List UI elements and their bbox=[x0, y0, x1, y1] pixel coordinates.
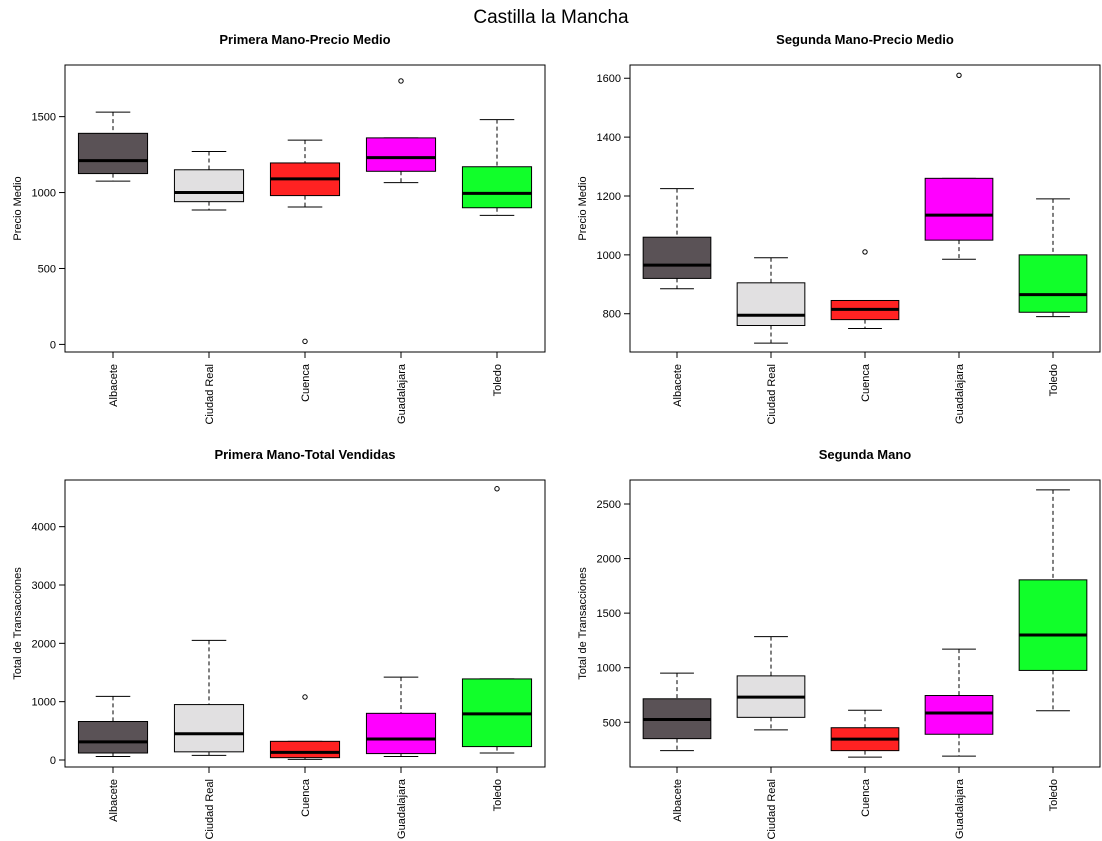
panel-2-cuenca-outlier bbox=[862, 249, 868, 255]
panel-2-ylabel: Precio Medio bbox=[577, 176, 589, 240]
panel-1-ytick-label: 500 bbox=[38, 263, 56, 275]
panel-3-cuenca-box bbox=[269, 740, 341, 759]
panel-2-ciudad-real-box bbox=[736, 282, 806, 327]
panel-1-ytick-label: 0 bbox=[50, 339, 56, 351]
panel-3-toledo-outlier bbox=[494, 486, 500, 492]
panel-3-albacete-box bbox=[77, 721, 149, 754]
panel-1-ciudad-real-xtick-label: Ciudad Real bbox=[204, 364, 216, 425]
panel-4-toledo-box bbox=[1018, 579, 1088, 671]
panel-1-ytick-label: 1000 bbox=[32, 188, 56, 200]
panel-2-cuenca-xtick-label: Cuenca bbox=[860, 363, 872, 402]
panel-2-ytick-label: 800 bbox=[603, 309, 621, 321]
panel-3-ciudad-real-box bbox=[173, 704, 245, 753]
panel-3-ciudad-real-xtick-label: Ciudad Real bbox=[204, 779, 216, 840]
panel-2-guadalajara-xtick-label: Guadalajara bbox=[954, 363, 966, 424]
panel-4-ytick-label: 1500 bbox=[597, 608, 621, 620]
main-title: Castilla la Mancha bbox=[473, 7, 629, 28]
panel-3-cuenca-xtick-label: Cuenca bbox=[300, 778, 312, 817]
panel-4-ytick-label: 2000 bbox=[597, 554, 621, 566]
panel-1-cuenca-xtick-label: Cuenca bbox=[300, 363, 312, 402]
panel-2-albacete-xtick-label: Albacete bbox=[672, 364, 684, 407]
panel-4-toledo-xtick-label: Toledo bbox=[1048, 779, 1060, 811]
panel-1-ciudad-real-box bbox=[173, 169, 245, 203]
panel-2-ytick-label: 1000 bbox=[597, 250, 621, 262]
panel-2-guadalajara-outlier bbox=[956, 72, 962, 79]
panel-3-cuenca-outlier bbox=[302, 694, 308, 700]
panel-1-guadalajara-box bbox=[365, 137, 437, 172]
panel-3-ytick-label: 0 bbox=[50, 755, 56, 767]
panel-4-ytick-label: 2500 bbox=[597, 499, 621, 511]
panel-4-title: Segunda Mano bbox=[819, 447, 912, 462]
panel-1-ylabel: Precio Medio bbox=[12, 176, 24, 240]
panel-1-guadalajara-xtick-label: Guadalajara bbox=[396, 363, 408, 424]
panel-4-ytick-label: 500 bbox=[603, 717, 621, 729]
panel-1-cuenca-outlier bbox=[302, 338, 308, 345]
panel-3-guadalajara-box bbox=[365, 712, 437, 755]
panel-1-albacete-xtick-label: Albacete bbox=[108, 364, 120, 407]
panel-4-cuenca-xtick-label: Cuenca bbox=[860, 778, 872, 817]
panel-3-toledo-xtick-label: Toledo bbox=[492, 779, 504, 811]
panel-1-title: Primera Mano-Precio Medio bbox=[219, 32, 390, 47]
panel-4-albacete-xtick-label: Albacete bbox=[672, 779, 684, 822]
panel-3-ytick-label: 1000 bbox=[32, 697, 56, 709]
panel-4-guadalajara-box bbox=[924, 695, 994, 735]
panel-1-albacete-box bbox=[77, 132, 149, 175]
panel-3-ylabel: Total de Transacciones bbox=[12, 567, 24, 680]
panel-3-title: Primera Mano-Total Vendidas bbox=[214, 447, 395, 462]
panel-3-albacete-xtick-label: Albacete bbox=[108, 779, 120, 822]
panel-1-ytick-label: 1500 bbox=[32, 112, 56, 124]
panel-3-ytick-label: 3000 bbox=[32, 580, 56, 592]
panel-2-toledo-xtick-label: Toledo bbox=[1048, 364, 1060, 396]
panel-2-ytick-label: 1200 bbox=[597, 191, 621, 203]
panel-4-ylabel: Total de Transacciones bbox=[577, 567, 589, 680]
panel-3-guadalajara-xtick-label: Guadalajara bbox=[396, 778, 408, 839]
panel-4-guadalajara-xtick-label: Guadalajara bbox=[954, 778, 966, 839]
panel-2-guadalajara-box bbox=[924, 177, 994, 241]
panel-2-ciudad-real-xtick-label: Ciudad Real bbox=[766, 364, 778, 425]
panel-4-ytick-label: 1000 bbox=[597, 663, 621, 675]
panel-2-albacete-box bbox=[642, 236, 712, 279]
panel-3-ytick-label: 4000 bbox=[32, 522, 56, 534]
panel-3-ytick-label: 2000 bbox=[32, 638, 56, 650]
panel-1-frame bbox=[64, 64, 546, 353]
panel-2-title: Segunda Mano-Precio Medio bbox=[776, 32, 954, 47]
panel-1-guadalajara-outlier bbox=[398, 78, 404, 84]
panel-1-toledo-box bbox=[461, 166, 533, 209]
panel-4-ciudad-real-xtick-label: Ciudad Real bbox=[766, 779, 778, 840]
panel-2-ytick-label: 1400 bbox=[597, 132, 621, 144]
panel-2-ytick-label: 1600 bbox=[597, 73, 621, 85]
panel-2-toledo-box bbox=[1018, 254, 1088, 313]
panel-1-toledo-xtick-label: Toledo bbox=[492, 364, 504, 396]
